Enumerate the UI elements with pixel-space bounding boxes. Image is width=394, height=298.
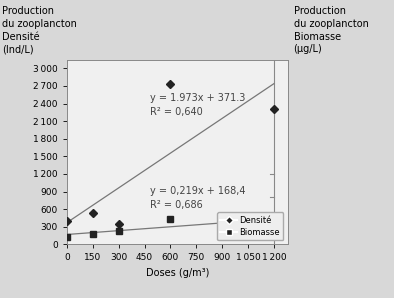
Text: Production
du zooplancton
Densité
(Ind/L): Production du zooplancton Densité (Ind/L… [2, 6, 77, 54]
Legend: Densité, Biomasse: Densité, Biomasse [217, 212, 283, 240]
Text: Production
du zooplancton
Biomasse
(μg/L): Production du zooplancton Biomasse (μg/L… [294, 6, 368, 54]
Text: y = 0,219x + 168,4
R² = 0,686: y = 0,219x + 168,4 R² = 0,686 [150, 186, 245, 210]
Text: y = 1.973x + 371.3
R² = 0,640: y = 1.973x + 371.3 R² = 0,640 [150, 93, 245, 117]
X-axis label: Doses (g/m³): Doses (g/m³) [146, 268, 209, 278]
